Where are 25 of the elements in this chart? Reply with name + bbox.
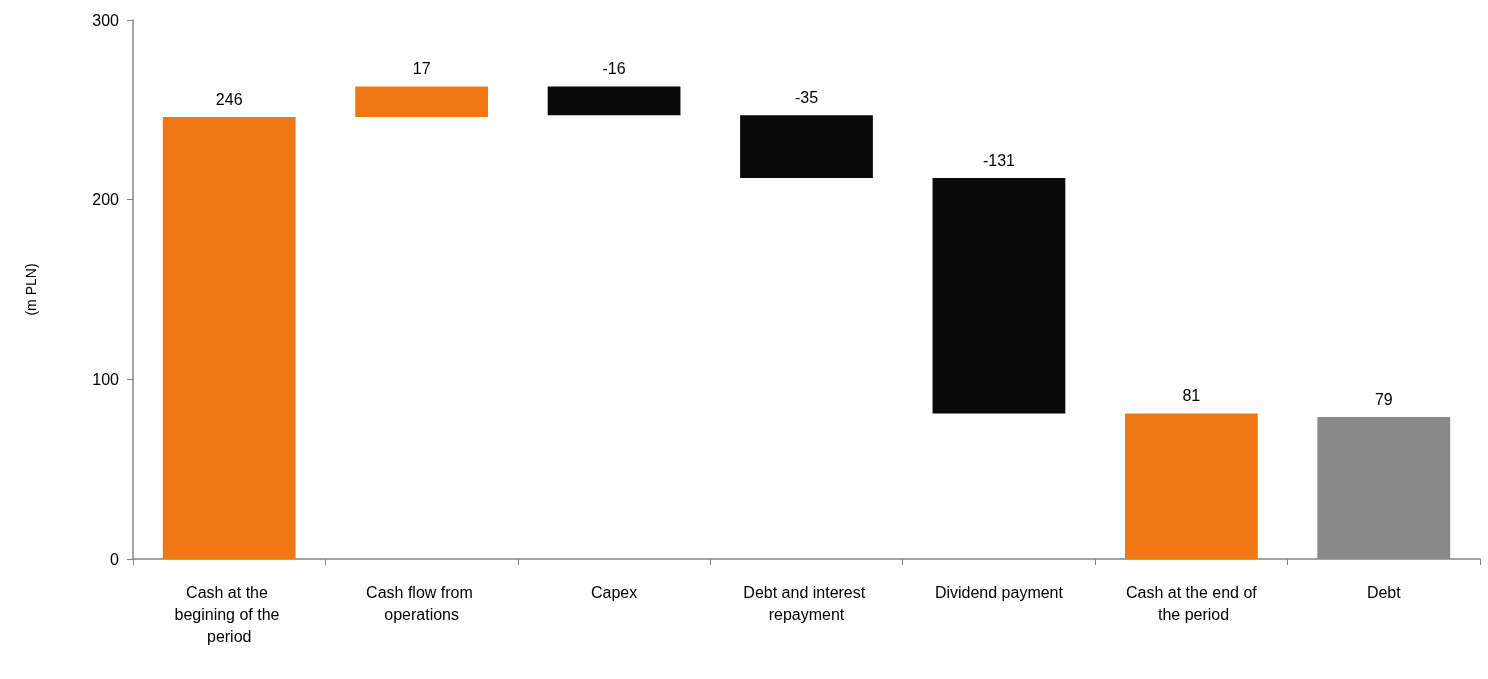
bar xyxy=(547,86,681,116)
y-tick-label: 300 xyxy=(92,11,120,29)
x-tick-label: Cash at the begining of the period xyxy=(174,583,284,645)
data-label: -35 xyxy=(794,88,819,106)
data-label: -16 xyxy=(602,59,626,77)
data-label: 79 xyxy=(1374,390,1393,408)
y-tick-label: 100 xyxy=(92,370,120,388)
y-tick-label: 200 xyxy=(92,191,120,209)
x-tick-label: Cash flow from operations xyxy=(366,583,478,623)
x-tick-label: Debt and interest repayment xyxy=(743,583,870,623)
data-label: 246 xyxy=(215,90,243,108)
x-tick-label: Debt xyxy=(1366,583,1402,601)
bar xyxy=(740,115,873,179)
bar xyxy=(1124,413,1258,559)
x-tick-label: Dividend payment xyxy=(934,583,1064,601)
bar xyxy=(932,178,1066,414)
data-label: 81 xyxy=(1182,386,1201,404)
y-axis-title: (m PLN) xyxy=(23,263,39,316)
data-label: -131 xyxy=(982,151,1016,169)
x-tick-label: Cash at the end of the period xyxy=(1125,583,1258,623)
y-tick-label: 0 xyxy=(110,550,120,568)
bar xyxy=(162,117,296,559)
bar xyxy=(355,86,489,118)
x-tick-label: Capex xyxy=(590,583,638,601)
data-label: 17 xyxy=(412,59,431,77)
